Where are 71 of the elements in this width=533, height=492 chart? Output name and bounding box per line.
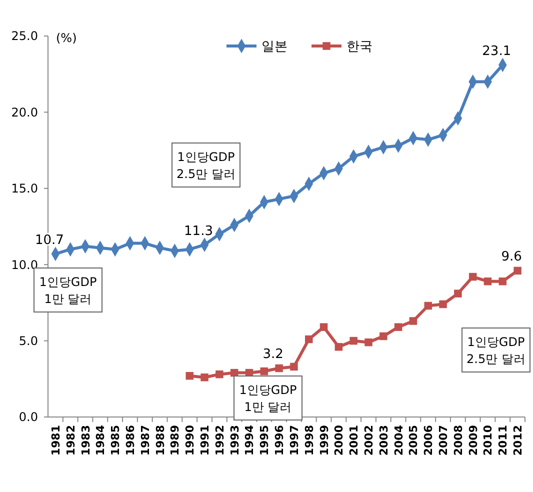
x-tick-label: 2008 [452, 425, 465, 456]
x-tick-label: 1999 [318, 425, 331, 456]
x-tick-label: 1997 [288, 425, 301, 456]
legend-label: 일본 [262, 40, 288, 55]
x-tick-label: 1987 [138, 425, 152, 456]
x-tick-label: 1992 [213, 425, 226, 456]
data-label: 3.2 [262, 347, 284, 362]
x-tick-label: 1983 [79, 425, 92, 456]
x-tick-label: 1994 [243, 424, 256, 456]
point [468, 272, 477, 281]
point [200, 374, 208, 382]
point [334, 343, 343, 351]
y-tick-label: 5.0 [18, 334, 38, 348]
point [186, 372, 194, 380]
point [290, 362, 298, 371]
x-tick-label: 1981 [49, 425, 62, 456]
x-tick-label: 1985 [109, 425, 122, 456]
y-tick-label: 0.0 [18, 410, 38, 424]
x-tick-label: 1990 [184, 424, 197, 456]
annotation: 1인당GDP 2.5만 달러 [466, 335, 526, 366]
point [380, 332, 388, 340]
point [350, 336, 358, 345]
point [409, 317, 418, 325]
point [260, 367, 268, 376]
x-tick-label: 1988 [154, 425, 167, 456]
x-tick-label: 1998 [302, 425, 316, 456]
x-tick-label: 2002 [362, 425, 376, 456]
x-tick-label: 2007 [437, 425, 450, 456]
y-axis-title: (%) [56, 31, 77, 45]
data-label: 10.7 [34, 232, 64, 248]
point [304, 335, 313, 344]
point [454, 290, 462, 298]
point [216, 370, 224, 378]
data-label: 23.1 [482, 44, 512, 59]
y-tick-label: 20.0 [11, 105, 38, 120]
x-tick-label: 1995 [258, 425, 272, 456]
x-tick-label: 2011 [496, 425, 510, 456]
x-tick-label: 1982 [64, 425, 78, 456]
x-tick-label: 2009 [466, 425, 480, 456]
point [514, 266, 522, 275]
y-tick-label: 15.0 [11, 182, 38, 196]
point [424, 302, 432, 310]
x-tick-label: 1984 [94, 424, 108, 456]
y-tick-label: 10.0 [11, 258, 38, 272]
y-tick-label: 25.0 [11, 29, 38, 44]
x-tick-label: 1996 [273, 424, 286, 456]
x-tick-label: 1991 [198, 425, 212, 456]
x-tick-label: 2005 [407, 425, 420, 456]
point [394, 323, 402, 331]
point [275, 364, 283, 372]
x-tick-label: 1986 [124, 424, 137, 456]
x-tick-label: 2000 [332, 424, 346, 456]
point [320, 323, 328, 331]
point [364, 338, 372, 346]
point [498, 277, 507, 286]
annotation: 1인당GDP 1만 달러 [239, 383, 297, 414]
annotation: 1인당GDP 1만 달러 [39, 275, 97, 306]
x-tick-label: 2012 [512, 425, 525, 456]
data-label: 9.6 [501, 250, 522, 265]
data-label: 11.3 [184, 224, 213, 239]
x-tick-label: 2006 [422, 424, 436, 456]
annotation: 1인당GDP 2.5만 달러 [176, 150, 236, 181]
point [484, 277, 492, 286]
legend-label: 한국 [346, 40, 372, 55]
point [439, 300, 447, 308]
x-tick-label: 2004 [392, 424, 406, 456]
x-tick-label: 2001 [348, 425, 361, 456]
x-tick-label: 1989 [168, 425, 182, 456]
x-tick-label: 2003 [377, 425, 390, 456]
x-tick-label: 2010 [482, 424, 495, 456]
x-tick-label: 1993 [228, 425, 242, 456]
